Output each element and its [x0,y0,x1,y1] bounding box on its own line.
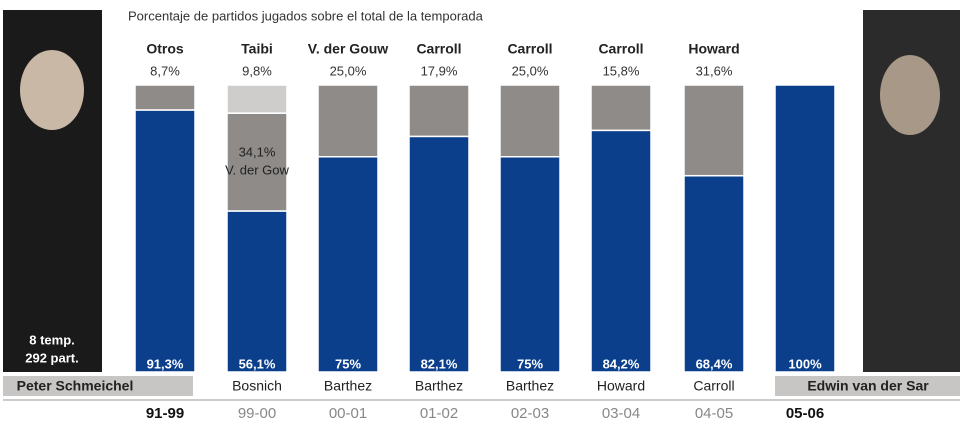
bar-segment [408,84,470,138]
value-label: 15,8% [603,63,640,78]
bar-segment [590,84,652,132]
keeper-label: Barthez [415,378,463,394]
bar-segment [499,156,561,373]
bar-segment [590,129,652,373]
value-label: 8,7% [150,63,180,78]
season-label: 04-05 [695,405,733,422]
season-label: 03-04 [602,405,640,422]
annotation: 8 temp. [29,332,75,347]
bar-segment [226,112,288,212]
season-label: 99-00 [238,405,276,422]
photo-face [880,55,940,135]
value-label: 68,4% [696,356,733,371]
bar-segment [499,84,561,158]
value-label: 17,9% [421,63,458,78]
value-label: 91,3% [147,356,184,371]
bar-segment [317,84,379,158]
bar-segment [226,84,288,114]
value-label: 84,2% [603,356,640,371]
photo-face [20,50,84,130]
bar-segment [408,135,470,373]
value-label: 25,0% [330,63,367,78]
keeper-label: Carroll [416,41,461,57]
value-label: 31,6% [696,63,733,78]
value-label: 75% [335,356,361,371]
value-label: 56,1% [239,356,276,371]
keeper-highlight [775,376,960,396]
bar-segment [774,84,836,373]
value-label: 75% [517,356,543,371]
annotation: 292 part. [25,350,78,365]
keeper-label: Edwin van der Sar [807,378,929,394]
bar-segment [226,210,288,373]
keeper-highlight [3,376,193,396]
keeper-label: Howard [688,41,739,57]
value-label: 9,8% [242,63,272,78]
season-label: 91-99 [146,405,184,422]
value-label: 100% [788,356,822,371]
bar-segment [317,156,379,373]
keeper-label: Carroll [598,41,643,57]
keeper-label: Barthez [324,378,372,394]
chart-title: Porcentaje de partidos jugados sobre el … [128,8,484,23]
keeper-label: Carroll [507,41,552,57]
value-label: 25,0% [512,63,549,78]
bar-segment [683,174,745,373]
season-label: 05-06 [786,405,824,422]
value-label: 34,1% [239,144,276,159]
keeper-label: Barthez [506,378,554,394]
bar-segment [134,109,196,373]
keeper-label: Howard [597,378,645,394]
value-label: 82,1% [421,356,458,371]
season-label: 02-03 [511,405,549,422]
keeper-label: Carroll [693,378,734,394]
keeper-label: Otros [146,41,184,57]
keeper-label: V. der Gow [225,162,289,177]
bar-segment [134,84,196,111]
bar-segment [683,84,745,177]
keeper-label: Bosnich [232,378,282,394]
keeper-label: Taibi [241,41,273,57]
keeper-label: Peter Schmeichel [17,378,134,394]
season-label: 00-01 [329,405,367,422]
season-label: 01-02 [420,405,458,422]
keeper-label: V. der Gouw [308,41,389,57]
